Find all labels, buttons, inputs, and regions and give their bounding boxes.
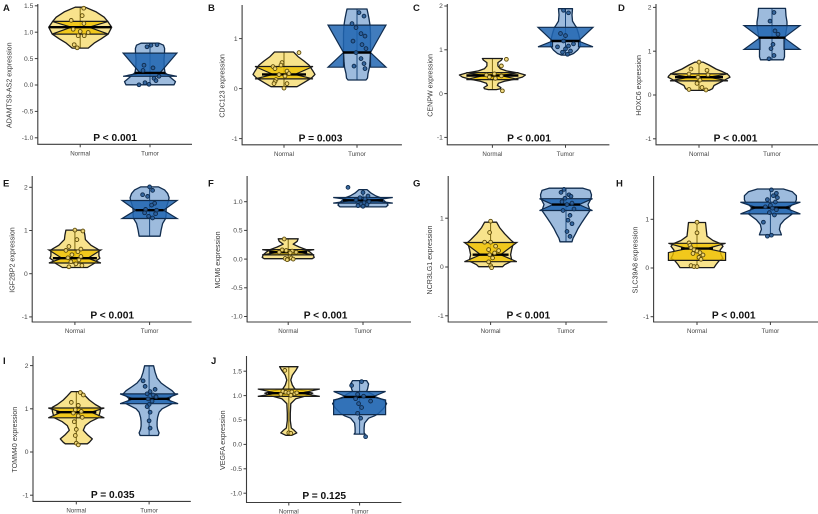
- svg-text:Tumor: Tumor: [351, 509, 369, 514]
- svg-text:1: 1: [234, 36, 238, 43]
- svg-text:1.0: 1.0: [233, 393, 243, 400]
- svg-text:ADAMTS9-AS2 expression: ADAMTS9-AS2 expression: [5, 42, 13, 128]
- svg-text:P < 0.001: P < 0.001: [506, 311, 550, 322]
- svg-text:2: 2: [648, 5, 652, 12]
- svg-text:P = 0.125: P = 0.125: [302, 491, 346, 502]
- svg-text:-1: -1: [23, 492, 29, 499]
- svg-text:2: 2: [24, 185, 28, 192]
- svg-text:-1: -1: [232, 136, 238, 143]
- svg-text:E: E: [3, 179, 9, 190]
- svg-text:C: C: [413, 3, 420, 14]
- svg-text:CDC123 expression: CDC123 expression: [219, 54, 227, 118]
- svg-text:0: 0: [439, 91, 443, 98]
- svg-text:0: 0: [440, 264, 444, 271]
- svg-text:Tumor: Tumor: [763, 151, 781, 158]
- svg-text:Normal: Normal: [274, 151, 294, 158]
- svg-text:1.0: 1.0: [233, 199, 243, 206]
- svg-text:1: 1: [439, 47, 443, 54]
- svg-text:0: 0: [648, 92, 652, 99]
- svg-text:NCR3LG1 expression: NCR3LG1 expression: [426, 225, 434, 294]
- svg-text:0: 0: [234, 86, 238, 93]
- svg-text:1.0: 1.0: [24, 29, 34, 36]
- svg-text:0.0: 0.0: [233, 256, 243, 263]
- svg-text:-0.5: -0.5: [230, 466, 242, 473]
- svg-text:0.5: 0.5: [233, 228, 243, 235]
- svg-text:2: 2: [25, 363, 29, 370]
- svg-text:P < 0.001: P < 0.001: [714, 133, 758, 144]
- svg-text:-1: -1: [438, 313, 444, 320]
- svg-text:A: A: [3, 3, 10, 14]
- svg-text:-1: -1: [643, 314, 649, 321]
- svg-text:Tumor: Tumor: [354, 328, 372, 335]
- svg-text:IGF2BP2 expression: IGF2BP2 expression: [8, 227, 16, 293]
- svg-text:-1.0: -1.0: [231, 314, 243, 321]
- svg-text:H: H: [616, 179, 623, 190]
- svg-text:0: 0: [645, 265, 649, 272]
- svg-text:-1: -1: [437, 135, 443, 142]
- svg-text:F: F: [208, 179, 214, 190]
- svg-text:I: I: [3, 356, 6, 367]
- svg-text:-1: -1: [22, 314, 28, 321]
- svg-text:-0.5: -0.5: [22, 109, 34, 116]
- svg-text:1: 1: [25, 406, 29, 413]
- svg-text:Normal: Normal: [278, 328, 298, 335]
- svg-text:Normal: Normal: [65, 328, 85, 335]
- svg-text:Normal: Normal: [481, 328, 501, 335]
- svg-text:Tumor: Tumor: [557, 328, 575, 335]
- svg-text:0: 0: [25, 449, 29, 456]
- svg-text:1: 1: [440, 215, 444, 222]
- svg-text:MCM6 expression: MCM6 expression: [214, 231, 222, 288]
- svg-text:1: 1: [648, 48, 652, 55]
- svg-text:0.5: 0.5: [24, 56, 34, 63]
- svg-text:Tumor: Tumor: [140, 507, 158, 514]
- svg-text:1.5: 1.5: [233, 368, 243, 375]
- svg-text:Normal: Normal: [279, 509, 299, 514]
- svg-text:0.5: 0.5: [233, 417, 243, 424]
- svg-text:0.0: 0.0: [233, 442, 243, 449]
- svg-text:TOMM40 expression: TOMM40 expression: [11, 407, 19, 473]
- svg-text:-1: -1: [646, 136, 652, 143]
- svg-text:0: 0: [24, 271, 28, 278]
- svg-text:-0.5: -0.5: [231, 285, 243, 292]
- svg-text:0.0: 0.0: [24, 82, 34, 89]
- svg-text:D: D: [618, 3, 625, 14]
- svg-text:Normal: Normal: [66, 507, 86, 514]
- svg-text:J: J: [211, 356, 216, 367]
- svg-text:HOXC6 expression: HOXC6 expression: [635, 55, 643, 116]
- svg-text:P < 0.001: P < 0.001: [507, 133, 551, 144]
- svg-text:Normal: Normal: [687, 328, 707, 335]
- svg-text:Tumor: Tumor: [348, 151, 366, 158]
- svg-text:2: 2: [439, 3, 443, 10]
- svg-text:Normal: Normal: [689, 151, 709, 158]
- svg-text:VEGFA expression: VEGFA expression: [219, 410, 227, 470]
- svg-text:Normal: Normal: [70, 150, 90, 157]
- svg-text:-1.0: -1.0: [22, 135, 34, 142]
- svg-text:Tumor: Tumor: [141, 328, 159, 335]
- svg-text:Normal: Normal: [482, 151, 502, 158]
- svg-text:-1.0: -1.0: [230, 490, 242, 497]
- svg-text:1: 1: [24, 228, 28, 235]
- svg-text:P = 0.003: P = 0.003: [299, 133, 343, 144]
- svg-text:P = 0.035: P = 0.035: [91, 490, 135, 501]
- svg-text:P < 0.001: P < 0.001: [90, 311, 134, 322]
- svg-text:Tumor: Tumor: [557, 151, 575, 158]
- svg-text:P < 0.001: P < 0.001: [93, 133, 137, 144]
- svg-text:1.5: 1.5: [24, 3, 34, 10]
- svg-text:P < 0.001: P < 0.001: [304, 311, 348, 322]
- svg-text:B: B: [208, 3, 215, 14]
- svg-text:CENPW expression: CENPW expression: [427, 54, 435, 117]
- svg-text:P < 0.001: P < 0.001: [712, 311, 756, 322]
- svg-text:1: 1: [645, 217, 649, 224]
- svg-text:SLC39A8 expression: SLC39A8 expression: [632, 227, 640, 294]
- svg-text:Tumor: Tumor: [762, 328, 780, 335]
- svg-text:G: G: [413, 179, 420, 190]
- svg-text:Tumor: Tumor: [141, 150, 159, 157]
